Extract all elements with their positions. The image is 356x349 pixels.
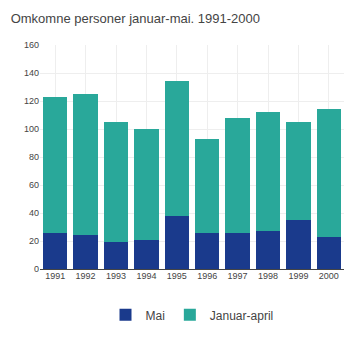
svg-text:160: 160	[24, 40, 39, 50]
svg-text:0: 0	[34, 264, 39, 274]
svg-text:1998: 1998	[258, 271, 278, 281]
svg-text:1994: 1994	[136, 271, 156, 281]
svg-text:Januar-april: Januar-april	[210, 309, 273, 323]
svg-text:1995: 1995	[167, 271, 187, 281]
svg-text:1996: 1996	[197, 271, 217, 281]
svg-text:60: 60	[29, 180, 39, 190]
svg-text:1999: 1999	[288, 271, 308, 281]
svg-text:80: 80	[29, 152, 39, 162]
svg-text:1992: 1992	[76, 271, 96, 281]
svg-text:140: 140	[24, 68, 39, 78]
svg-text:1997: 1997	[228, 271, 248, 281]
svg-text:120: 120	[24, 96, 39, 106]
svg-text:40: 40	[29, 208, 39, 218]
svg-text:Omkomne personer januar-mai. 1: Omkomne personer januar-mai. 1991-2000	[11, 11, 260, 26]
svg-text:100: 100	[24, 124, 39, 134]
svg-text:1991: 1991	[45, 271, 65, 281]
svg-text:2000: 2000	[319, 271, 339, 281]
svg-text:Mai: Mai	[146, 309, 165, 323]
svg-text:20: 20	[29, 236, 39, 246]
svg-text:1993: 1993	[106, 271, 126, 281]
